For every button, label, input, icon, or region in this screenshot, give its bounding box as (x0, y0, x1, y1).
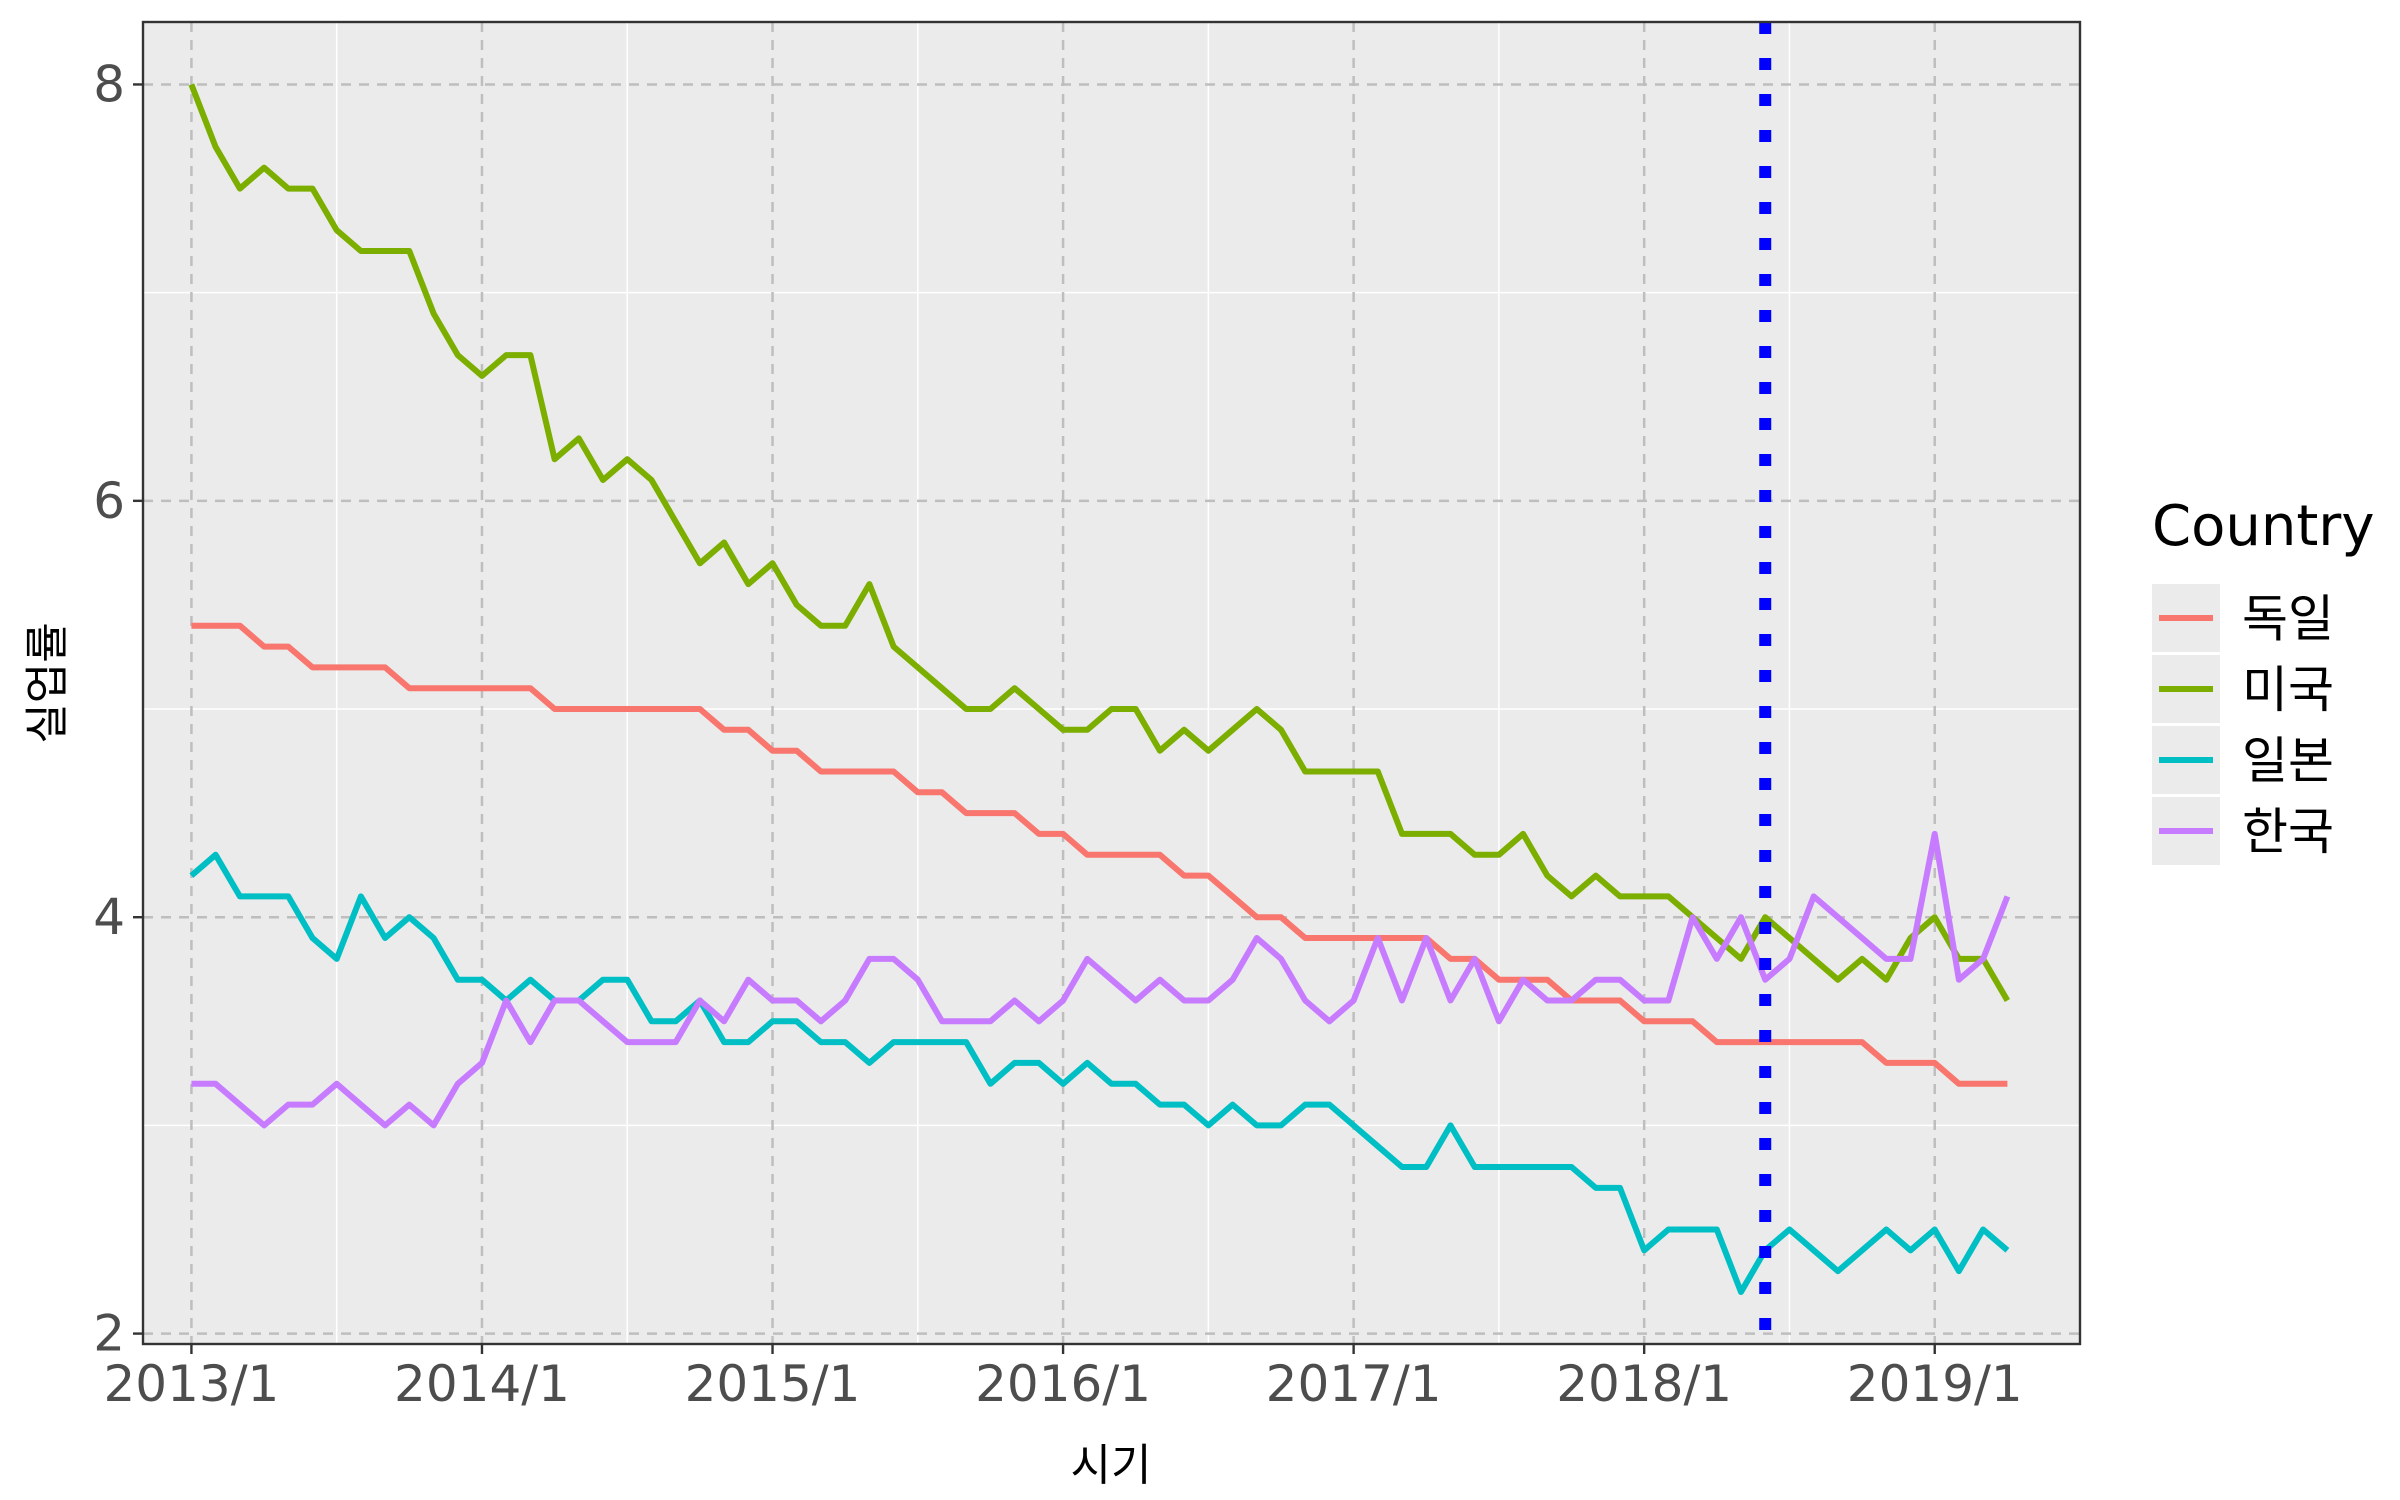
y-tick-label: 6 (93, 472, 125, 530)
panel-border (141, 20, 2082, 1346)
series-line-한국 (191, 830, 2011, 1129)
x-tick-label: 2016/1 (975, 1355, 1151, 1413)
y-tick-label: 2 (93, 1305, 125, 1363)
series-line-독일 (191, 622, 2008, 1087)
y-axis: 2 4 6 8 (93, 55, 143, 1363)
series-line-일본 (189, 851, 2010, 1295)
panel-background (143, 22, 2080, 1344)
minor-grid (143, 22, 2080, 1344)
x-tick-label: 2019/1 (1847, 1355, 2023, 1413)
legend-label: 독일 (2242, 590, 2334, 648)
x-tick-label: 2015/1 (685, 1355, 861, 1413)
major-grid (143, 22, 2080, 1344)
x-axis: 2013/1 2014/1 2015/1 2016/1 2017/1 2018/1 2019… (103, 1344, 2023, 1413)
x-tick-label: 2014/1 (394, 1355, 570, 1413)
legend-title: Country (2152, 494, 2374, 559)
y-tick-label: 8 (93, 55, 125, 113)
x-axis-title: 시기 (1071, 1440, 1152, 1491)
series-line-미국 (188, 83, 2010, 1003)
x-tick-label: 2013/1 (103, 1355, 279, 1413)
legend-label: 미국 (2242, 661, 2334, 719)
series-lines (188, 83, 2011, 1295)
legend-label: 한국 (2242, 803, 2334, 861)
x-tick-label: 2017/1 (1266, 1355, 1442, 1413)
y-tick-label: 4 (93, 888, 125, 946)
x-tick-label: 2018/1 (1556, 1355, 1732, 1413)
legend-label: 일본 (2242, 732, 2334, 790)
y-axis-title: 실업률 (22, 622, 73, 743)
